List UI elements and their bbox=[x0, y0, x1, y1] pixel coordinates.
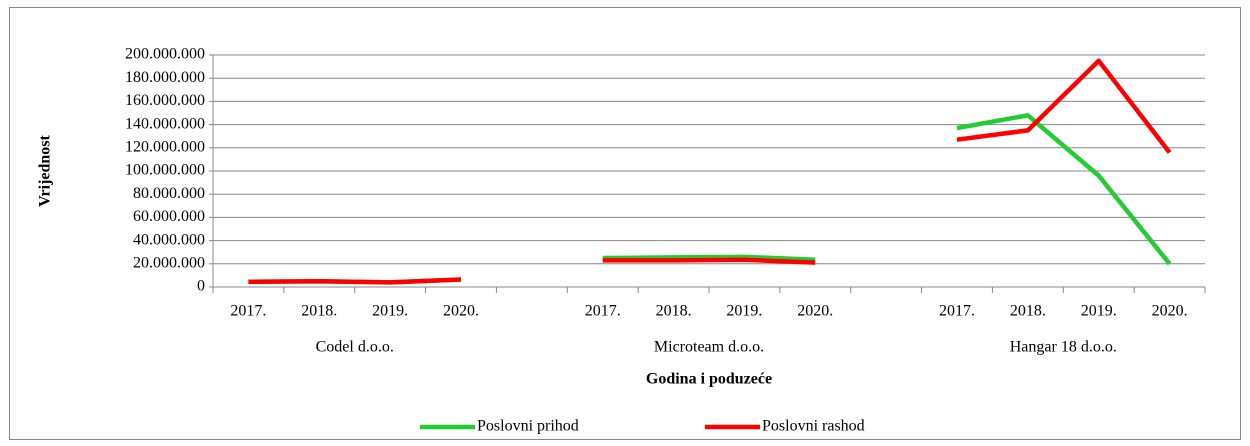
x-tick-label: 2019. bbox=[372, 303, 408, 320]
x-tick-label: 2017. bbox=[230, 303, 266, 320]
y-tick-label: 0 bbox=[197, 278, 205, 295]
y-tick-label: 140.000.000 bbox=[125, 115, 205, 132]
x-tick-label: 2018. bbox=[301, 303, 337, 320]
group-label: Hangar 18 d.o.o. bbox=[1010, 339, 1117, 356]
y-tick-label: 120.000.000 bbox=[125, 138, 205, 155]
x-tick-label: 2019. bbox=[726, 303, 762, 320]
x-tick-label: 2020. bbox=[1152, 303, 1188, 320]
x-tick-label: 2017. bbox=[585, 303, 621, 320]
y-tick-label: 180.000.000 bbox=[125, 69, 205, 86]
legend-label: Poslovni rashod bbox=[762, 418, 865, 435]
x-tick-label: 2018. bbox=[1010, 303, 1046, 320]
series-line bbox=[248, 58, 1172, 285]
y-tick-label: 200.000.000 bbox=[125, 46, 205, 63]
y-tick-label: 80.000.000 bbox=[133, 185, 205, 202]
y-tick-label: 20.000.000 bbox=[133, 254, 205, 271]
x-tick-label: 2017. bbox=[939, 303, 975, 320]
y-tick-label: 40.000.000 bbox=[133, 231, 205, 248]
x-tick-label: 2019. bbox=[1081, 303, 1117, 320]
y-tick-label: 60.000.000 bbox=[133, 208, 205, 225]
x-axis-title: Godina i poduzeće bbox=[646, 371, 772, 388]
legend-label: Poslovni prihod bbox=[477, 418, 579, 435]
x-tick-label: 2020. bbox=[797, 303, 833, 320]
y-tick-label: 100.000.000 bbox=[125, 162, 205, 179]
group-label: Microteam d.o.o. bbox=[654, 339, 764, 356]
y-tick-label: 160.000.000 bbox=[125, 92, 205, 109]
x-tick-label: 2020. bbox=[443, 303, 479, 320]
y-axis-title: Vrijednost bbox=[37, 134, 54, 206]
x-tick-label: 2018. bbox=[656, 303, 692, 320]
group-label: Codel d.o.o. bbox=[316, 339, 394, 356]
chart-frame bbox=[9, 7, 1241, 440]
